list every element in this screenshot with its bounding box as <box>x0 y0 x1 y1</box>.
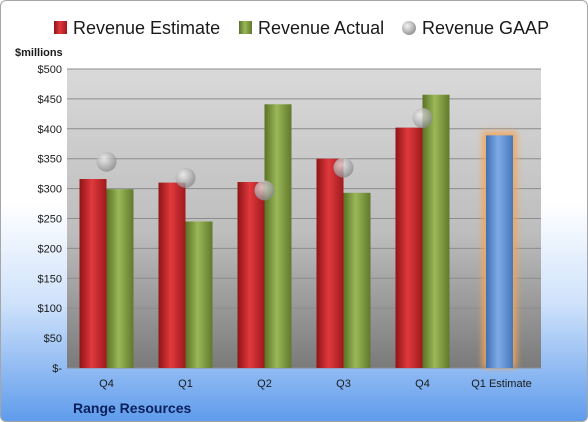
x-tick-label: Q4 <box>99 378 114 390</box>
y-tick-label: $150 <box>38 273 62 285</box>
y-axis-unit-label: $millions <box>15 47 63 59</box>
bar-revenue-estimate <box>316 158 344 368</box>
legend-swatch-revenue-actual <box>239 21 252 34</box>
bar-revenue-estimate <box>395 127 423 368</box>
marker-revenue-gaap <box>175 167 196 188</box>
y-tick-label: $250 <box>38 214 62 226</box>
company-name: Range Resources <box>73 400 191 416</box>
legend: Revenue Estimate Revenue Actual Revenue … <box>54 18 549 38</box>
x-tick-label: Q3 <box>336 378 351 390</box>
bar-revenue-actual <box>343 192 371 368</box>
legend-swatch-revenue-estimate <box>54 21 67 34</box>
marker-revenue-gaap <box>412 108 433 129</box>
x-tick-label: Q2 <box>257 378 272 390</box>
x-tick-label: Q1 <box>178 378 193 390</box>
bar-revenue-actual <box>264 104 292 369</box>
y-axis-ticks: $- $50 $100 $150 $200 $250 $300 $350 $400 $450 $50… <box>38 64 63 375</box>
bar-revenue-actual <box>185 221 213 368</box>
y-tick-label: $400 <box>38 124 62 136</box>
y-tick-label: $200 <box>38 243 62 255</box>
gaap-markers <box>96 108 433 201</box>
bars <box>79 94 517 369</box>
y-tick-label: $50 <box>44 333 62 345</box>
bar-revenue-actual <box>422 94 450 369</box>
y-tick-label: $100 <box>38 303 62 315</box>
bar-q1-estimate <box>486 135 513 368</box>
marker-revenue-gaap <box>96 151 117 172</box>
x-tick-label: Q4 <box>415 378 430 390</box>
x-axis-ticks: Q4 Q1 Q2 Q3 Q4 Q1 Estimate <box>99 378 532 390</box>
gridlines <box>67 68 541 369</box>
y-tick-label: $450 <box>38 94 62 106</box>
y-tick-label: $500 <box>38 64 62 76</box>
marker-revenue-gaap <box>254 180 275 201</box>
y-tick-label: $300 <box>38 184 62 196</box>
legend-label-revenue-gaap: Revenue GAAP <box>422 18 549 38</box>
legend-label-revenue-estimate: Revenue Estimate <box>73 18 220 38</box>
legend-label-revenue-actual: Revenue Actual <box>258 18 384 38</box>
bar-revenue-estimate <box>79 179 107 368</box>
bar-revenue-actual <box>106 189 134 368</box>
y-tick-label: $350 <box>38 154 62 166</box>
bar-revenue-estimate <box>237 182 265 368</box>
y-tick-label: $- <box>52 363 62 375</box>
x-tick-label: Q1 Estimate <box>471 378 532 390</box>
marker-revenue-gaap <box>333 157 354 178</box>
bar-revenue-estimate <box>158 182 186 368</box>
legend-marker-revenue-gaap <box>402 21 416 35</box>
